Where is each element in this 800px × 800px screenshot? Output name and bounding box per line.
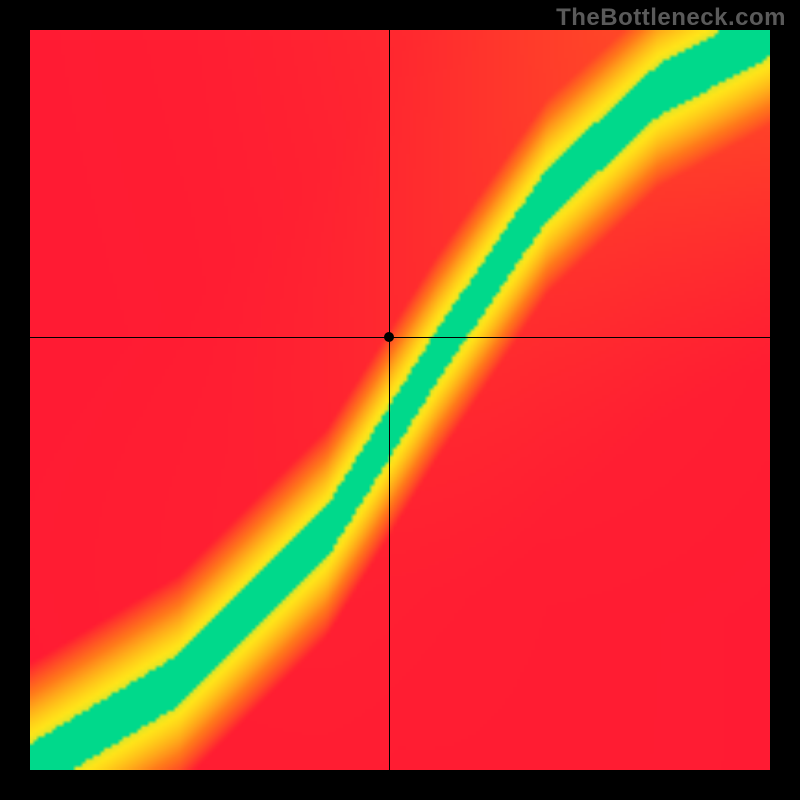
- plot-area: [30, 30, 770, 770]
- chart-container: TheBottleneck.com: [0, 0, 800, 800]
- heatmap-canvas: [30, 30, 770, 770]
- crosshair-vertical: [389, 30, 390, 770]
- crosshair-horizontal: [30, 337, 770, 338]
- watermark-label: TheBottleneck.com: [556, 4, 786, 32]
- crosshair-marker: [384, 332, 394, 342]
